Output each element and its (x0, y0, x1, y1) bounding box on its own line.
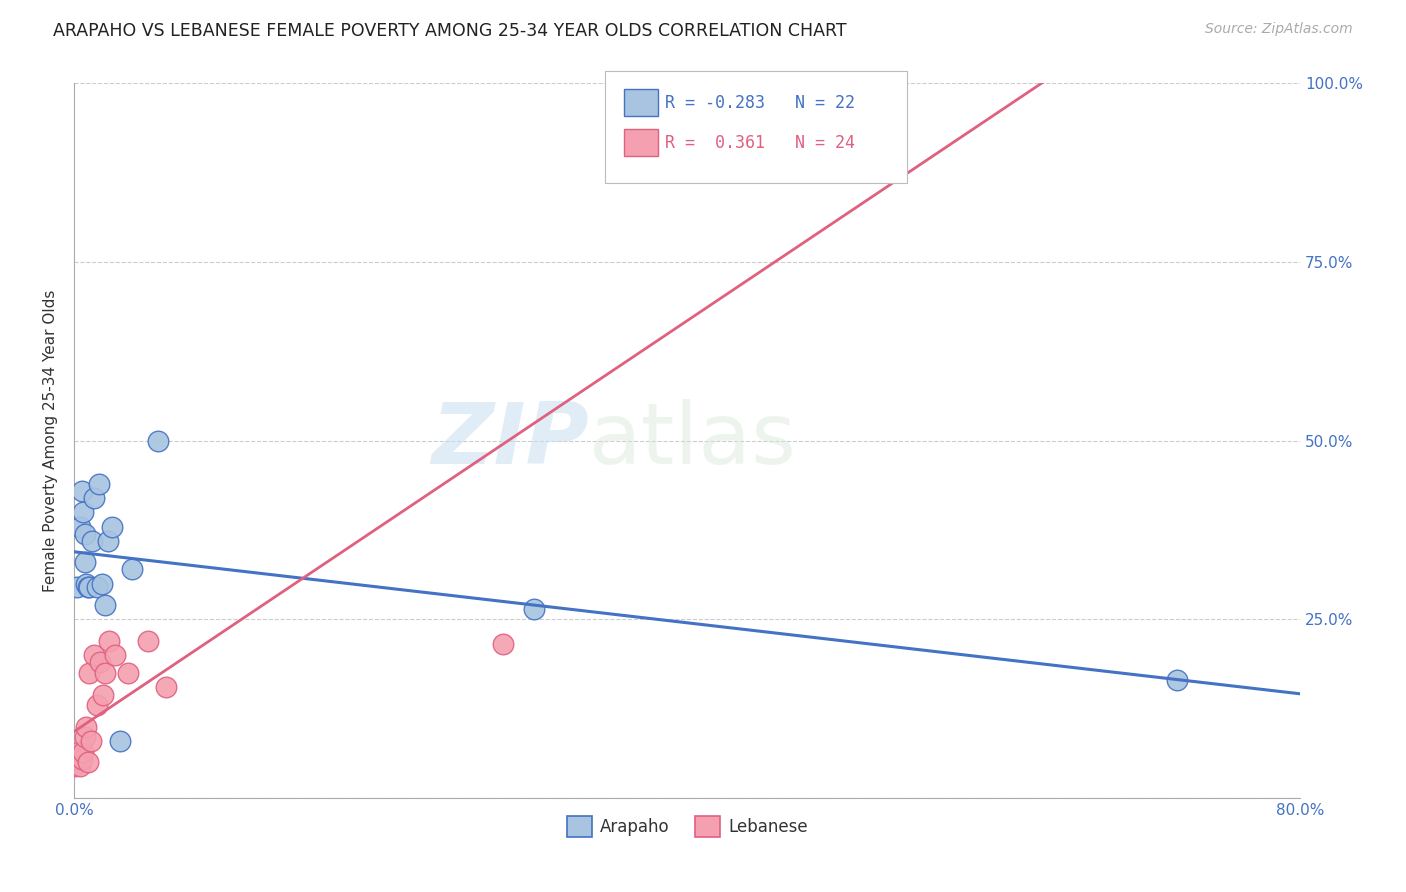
Point (83, 648, 105, 663)
Text: R = -0.283   N = 22: R = -0.283 N = 22 (665, 94, 855, 112)
Point (98, 634, 121, 648)
Point (63, 759, 86, 773)
Text: ZIP: ZIP (432, 400, 589, 483)
Point (82, 533, 104, 548)
Point (80, 734, 103, 748)
Point (93, 598, 115, 612)
Point (70, 483, 93, 498)
Point (69, 759, 91, 773)
Point (101, 519, 124, 533)
Point (73, 731, 96, 745)
Point (523, 601, 546, 615)
Point (75, 576, 97, 591)
Point (70, 752, 93, 766)
Point (72, 505, 94, 519)
Point (830, 112, 852, 127)
Text: R =  0.361   N = 24: R = 0.361 N = 24 (665, 134, 855, 152)
Point (79, 580, 101, 594)
Point (83, 491, 105, 505)
Point (148, 434, 170, 448)
Text: Source: ZipAtlas.com: Source: ZipAtlas.com (1205, 22, 1353, 37)
Point (77, 756, 100, 770)
Point (69, 519, 91, 533)
Point (86, 698, 108, 713)
Y-axis label: Female Poverty Among 25-34 Year Olds: Female Poverty Among 25-34 Year Olds (44, 290, 58, 592)
Legend: Arapaho, Lebanese: Arapaho, Lebanese (560, 810, 814, 844)
Point (91, 688, 114, 702)
Point (155, 681, 177, 695)
Point (87, 476, 110, 491)
Text: atlas: atlas (589, 400, 797, 483)
Point (90, 576, 112, 591)
Point (66, 752, 89, 766)
Point (93, 666, 115, 681)
Point (72, 745, 94, 759)
Point (117, 666, 139, 681)
Point (77, 580, 100, 594)
Point (104, 648, 127, 663)
Point (97, 533, 120, 548)
Point (73, 526, 96, 541)
Point (136, 634, 159, 648)
Point (73, 555, 96, 569)
Point (108, 734, 131, 748)
Point (67, 745, 90, 759)
Point (75, 720, 97, 734)
Point (1166, 673, 1188, 688)
Point (66, 580, 89, 594)
Point (89, 656, 111, 670)
Point (121, 562, 143, 576)
Point (86, 580, 108, 594)
Point (65, 752, 87, 766)
Point (492, 638, 515, 652)
Point (79, 666, 101, 681)
Text: ARAPAHO VS LEBANESE FEMALE POVERTY AMONG 25-34 YEAR OLDS CORRELATION CHART: ARAPAHO VS LEBANESE FEMALE POVERTY AMONG… (53, 22, 846, 40)
